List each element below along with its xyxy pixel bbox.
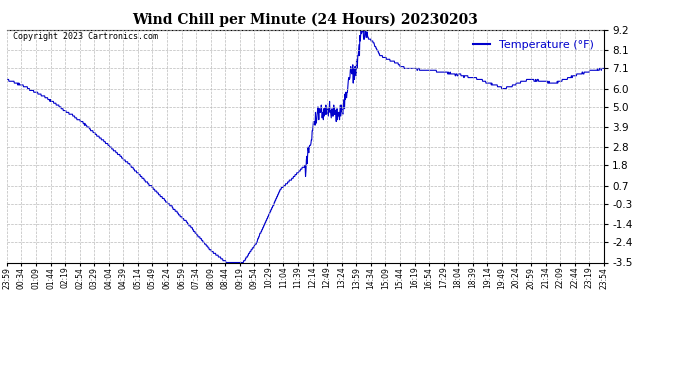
Legend: Temperature (°F): Temperature (°F) [469, 36, 598, 54]
Title: Wind Chill per Minute (24 Hours) 20230203: Wind Chill per Minute (24 Hours) 2023020… [132, 13, 478, 27]
Text: Copyright 2023 Cartronics.com: Copyright 2023 Cartronics.com [13, 32, 158, 41]
